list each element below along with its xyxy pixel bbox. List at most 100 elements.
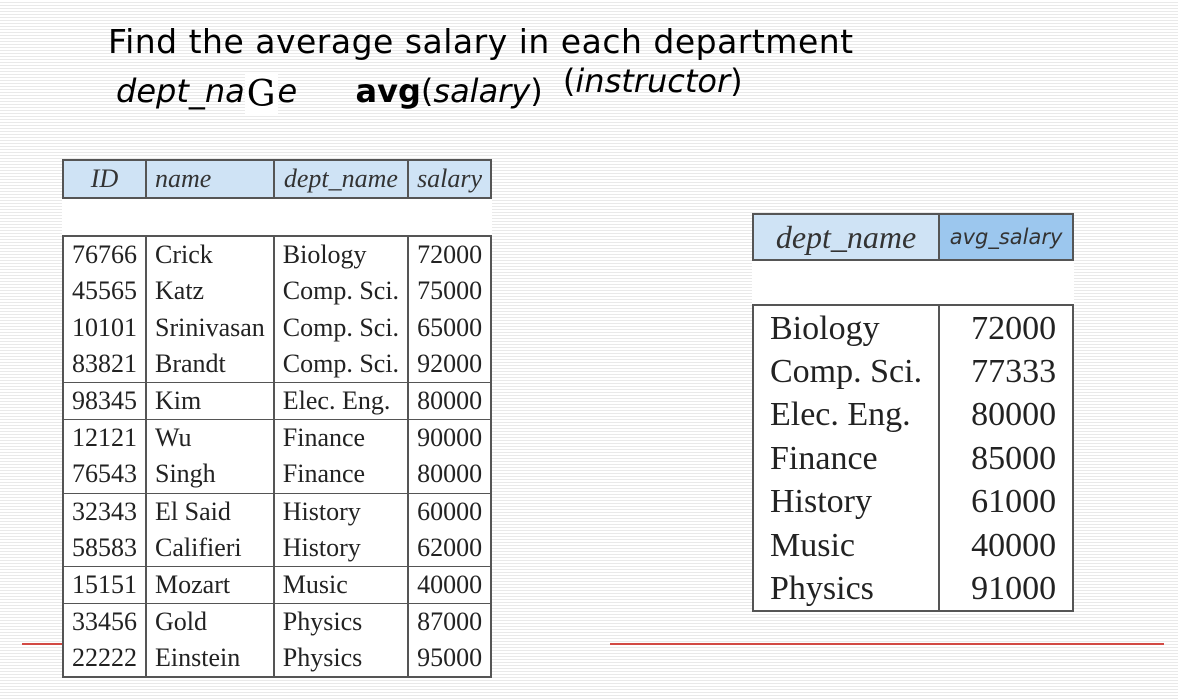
table-row: 76543 Singh Finance 80000 (62, 456, 493, 493)
table-header-row: dept_name avg_salary (751, 213, 1075, 261)
table-row: 45565 Katz Comp. Sci. 75000 (62, 273, 493, 310)
cell-name: Einstein (145, 640, 275, 679)
cell-avg-salary: 40000 (938, 523, 1075, 567)
accent-line-left (22, 643, 62, 645)
cell-name: Califieri (145, 529, 275, 567)
table-row: 12121 Wu Finance 90000 (62, 419, 493, 457)
cell-salary: 90000 (407, 419, 493, 457)
cell-salary: 80000 (407, 456, 493, 493)
cell-dept: Biology (751, 305, 941, 350)
cell-dept: Physics (272, 640, 410, 679)
cell-dept: Music (272, 565, 410, 604)
cell-id: 10101 (62, 309, 147, 346)
cell-id: 98345 (62, 381, 147, 420)
table-header-row: ID name dept_name salary (62, 159, 493, 199)
table-row: Physics 91000 (751, 566, 1075, 613)
cell-dept: History (272, 529, 410, 567)
accent-line-right (610, 643, 1164, 645)
table-row: 32343 El Said History 60000 (62, 492, 493, 530)
table-row: Music 40000 (751, 523, 1075, 567)
cell-dept: Physics (751, 566, 941, 613)
formula-relation-group: (instructor) (563, 62, 743, 100)
cell-id: 76543 (62, 456, 147, 493)
cell-id: 58583 (62, 529, 147, 567)
formula-relation: instructor (575, 62, 731, 100)
column-header-dept-name: dept_name (272, 159, 410, 199)
result-table: dept_name avg_salary Biology 72000 Comp. … (751, 213, 1075, 613)
cell-dept: Physics (272, 603, 410, 641)
cell-id: 76766 (62, 236, 147, 274)
cell-dept: Comp. Sci. (751, 349, 941, 394)
cell-id: 83821 (62, 345, 147, 383)
cell-name: Srinivasan (145, 309, 275, 346)
cell-id: 22222 (62, 640, 147, 679)
formula-paren-open: ( (420, 72, 434, 110)
cell-avg-salary: 77333 (938, 349, 1075, 394)
cell-name: Katz (145, 273, 275, 310)
cell-avg-salary: 85000 (938, 436, 1075, 480)
table-row: Biology 72000 (751, 305, 1075, 350)
cell-dept: Comp. Sci. (272, 309, 410, 346)
cell-dept: History (751, 479, 941, 524)
table-row: 83821 Brandt Comp. Sci. 92000 (62, 345, 493, 383)
cell-avg-salary: 72000 (938, 305, 1075, 350)
cell-salary: 60000 (407, 492, 493, 530)
column-header-name: name (145, 159, 275, 199)
column-header-id: ID (62, 159, 147, 199)
formula-function: avg (355, 72, 421, 110)
cell-name: Kim (145, 381, 275, 420)
cell-name: El Said (145, 492, 275, 530)
table-row: 22222 Einstein Physics 95000 (62, 640, 493, 679)
cell-dept: Finance (272, 456, 410, 493)
column-header-salary: salary (407, 159, 493, 199)
cell-name: Crick (145, 236, 275, 274)
cell-name: Singh (145, 456, 275, 493)
cell-salary: 62000 (407, 529, 493, 567)
cell-name: Mozart (145, 565, 275, 604)
formula-paren-close: ) (530, 72, 543, 110)
cell-salary: 95000 (407, 640, 493, 679)
table-row: 15151 Mozart Music 40000 (62, 565, 493, 604)
formula-group-attr-start: dept_na (116, 72, 245, 110)
cell-dept: Elec. Eng. (751, 393, 941, 437)
table-row: Comp. Sci. 77333 (751, 349, 1075, 394)
formula-relation-close: ) (730, 62, 743, 100)
table-row: History 61000 (751, 479, 1075, 524)
table-row: 10101 Srinivasan Comp. Sci. 65000 (62, 309, 493, 346)
cell-salary: 87000 (407, 603, 493, 641)
cell-avg-salary: 80000 (938, 393, 1075, 437)
cell-dept: Music (751, 523, 941, 567)
cell-dept: Comp. Sci. (272, 273, 410, 310)
cell-id: 32343 (62, 492, 147, 530)
cell-id: 12121 (62, 419, 147, 457)
cell-salary: 92000 (407, 345, 493, 383)
cell-salary: 40000 (407, 565, 493, 604)
table-row: Finance 85000 (751, 436, 1075, 480)
table-row: Elec. Eng. 80000 (751, 393, 1075, 437)
table-row: 58583 Califieri History 62000 (62, 529, 493, 567)
cell-dept: Elec. Eng. (272, 381, 410, 420)
cell-salary: 72000 (407, 236, 493, 274)
slide-title: Find the average salary in each departme… (108, 22, 854, 61)
cell-avg-salary: 61000 (938, 479, 1075, 524)
cell-avg-salary: 91000 (938, 566, 1075, 613)
aggregation-formula: dept_naGe avg(salary) (instructor) (116, 62, 743, 115)
cell-dept: History (272, 492, 410, 530)
formula-aggregation-glyph: G (244, 74, 278, 115)
table-row: 98345 Kim Elec. Eng. 80000 (62, 381, 493, 420)
formula-function-arg: salary (433, 72, 531, 110)
cell-name: Gold (145, 603, 275, 641)
cell-id: 33456 (62, 603, 147, 641)
instructor-table: ID name dept_name salary 76766 Crick Biolo… (62, 159, 493, 679)
formula-group-attr-end: e (277, 72, 298, 110)
cell-id: 45565 (62, 273, 147, 310)
column-header-dept-name: dept_name (751, 213, 941, 261)
cell-salary: 80000 (407, 381, 493, 420)
cell-dept: Finance (272, 419, 410, 457)
cell-dept: Comp. Sci. (272, 345, 410, 383)
cell-dept: Biology (272, 236, 410, 274)
cell-salary: 65000 (407, 309, 493, 346)
table-row: 76766 Crick Biology 72000 (62, 236, 493, 274)
column-header-avg-salary: avg_salary (938, 213, 1075, 261)
table-row: 33456 Gold Physics 87000 (62, 603, 493, 641)
